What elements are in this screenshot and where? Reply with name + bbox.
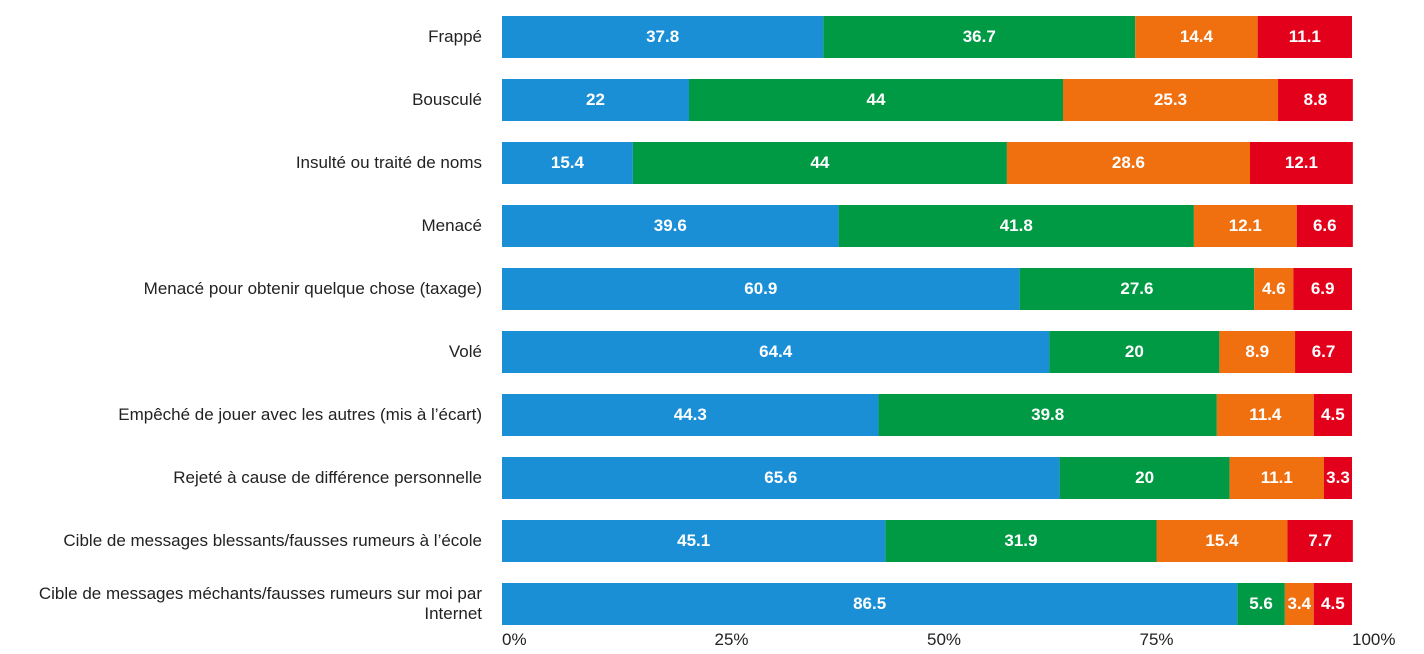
value-label: 44 xyxy=(866,90,886,109)
x-tick-label: 25% xyxy=(714,630,749,649)
bar-segment xyxy=(1049,331,1220,373)
value-label: 12.1 xyxy=(1228,216,1262,235)
value-label: 65.6 xyxy=(764,468,798,487)
category-label: Cible de messages méchants/fausses rumeu… xyxy=(38,584,482,623)
value-label: 8.9 xyxy=(1245,342,1270,361)
bar-segment xyxy=(502,16,824,58)
value-label: 28.6 xyxy=(1111,153,1145,172)
value-label: 8.8 xyxy=(1303,90,1328,109)
value-label: 6.6 xyxy=(1312,216,1337,235)
bar-segment xyxy=(1193,205,1297,247)
value-label: 64.4 xyxy=(759,342,793,361)
value-label: 12.1 xyxy=(1284,153,1318,172)
bar-segment xyxy=(1019,268,1255,310)
value-label: 44 xyxy=(810,153,830,172)
value-label: 31.9 xyxy=(1004,531,1038,550)
x-tick-label: 0% xyxy=(502,630,527,649)
value-label: 5.6 xyxy=(1249,594,1273,613)
value-label: 25.3 xyxy=(1153,90,1188,109)
value-label: 3.3 xyxy=(1326,468,1350,487)
bar-segment xyxy=(689,79,1063,121)
bar-segment xyxy=(632,142,1007,184)
bar-segment xyxy=(878,394,1217,436)
bar-segment xyxy=(502,79,689,121)
bar-segment xyxy=(502,205,839,247)
value-label: 20 xyxy=(1135,468,1155,487)
bar-segment xyxy=(1059,457,1230,499)
category-label: Volé xyxy=(448,342,482,361)
value-label: 4.5 xyxy=(1321,594,1345,613)
bar-segment xyxy=(1295,331,1352,373)
value-label: 20 xyxy=(1124,342,1144,361)
bar-segment xyxy=(823,16,1136,58)
bar-segment xyxy=(1063,79,1279,121)
bar-segment xyxy=(1219,331,1296,373)
bar-segment xyxy=(1156,520,1288,562)
bar-segment xyxy=(1229,457,1324,499)
category-label: Menacé xyxy=(421,216,482,235)
category-label: Menacé pour obtenir quelque chose (taxag… xyxy=(143,279,482,298)
bar-segment xyxy=(502,142,633,184)
bar-segment xyxy=(1216,394,1314,436)
value-label: 7.7 xyxy=(1308,531,1332,550)
value-label: 4.6 xyxy=(1261,279,1286,298)
category-label: Cible de messages blessants/fausses rume… xyxy=(63,531,482,550)
value-label: 3.4 xyxy=(1287,594,1312,613)
value-label: 11.1 xyxy=(1260,468,1293,487)
bar-segment xyxy=(502,520,886,562)
bar-segment xyxy=(502,331,1050,373)
bar-segment xyxy=(838,205,1194,247)
x-tick-label: 100% xyxy=(1352,630,1396,649)
value-label: 22 xyxy=(586,90,605,109)
value-label: 86.5 xyxy=(853,594,887,613)
value-label: 39.8 xyxy=(1031,405,1065,424)
bar-segment xyxy=(1278,79,1353,121)
bar-segment xyxy=(1313,583,1352,625)
category-label: Frappé xyxy=(428,27,482,46)
bar-segment xyxy=(1296,205,1353,247)
bar-segment xyxy=(1257,16,1352,58)
value-label: 45.1 xyxy=(677,531,711,550)
category-label: Empêché de jouer avec les autres (mis à … xyxy=(118,405,482,424)
bar-segment xyxy=(1135,16,1258,58)
bar-segment xyxy=(1313,394,1352,436)
value-label: 11.1 xyxy=(1288,27,1321,46)
x-tick-label: 75% xyxy=(1139,630,1174,649)
value-label: 27.6 xyxy=(1120,279,1154,298)
bar-segment xyxy=(1323,457,1352,499)
bar-segment xyxy=(502,583,1238,625)
bar-segment xyxy=(502,457,1060,499)
bar-segment xyxy=(885,520,1157,562)
bar-segment xyxy=(1287,520,1353,562)
bar-segment xyxy=(1254,268,1294,310)
value-label: 36.7 xyxy=(962,27,996,46)
value-label: 44.3 xyxy=(673,405,707,424)
category-label: Bousculé xyxy=(412,90,482,109)
category-label: Insulté ou traité de noms xyxy=(295,153,482,172)
category-label: Rejeté à cause de différence personnelle xyxy=(173,468,482,487)
bar-segment xyxy=(1250,142,1353,184)
x-tick-label: 50% xyxy=(927,630,962,649)
value-label: 6.9 xyxy=(1310,279,1335,298)
bar-segment xyxy=(502,394,879,436)
bar-segment xyxy=(1006,142,1250,184)
value-label: 15.4 xyxy=(1205,531,1239,550)
value-label: 6.7 xyxy=(1311,342,1336,361)
bar-segment xyxy=(1293,268,1352,310)
value-label: 14.4 xyxy=(1179,27,1213,46)
value-label: 39.6 xyxy=(653,216,687,235)
value-label: 60.9 xyxy=(744,279,778,298)
value-label: 4.5 xyxy=(1321,405,1345,424)
bar-segment xyxy=(502,268,1020,310)
bar-segment xyxy=(1237,583,1285,625)
value-label: 37.8 xyxy=(646,27,680,46)
bar-segment xyxy=(1284,583,1314,625)
value-label: 41.8 xyxy=(999,216,1033,235)
value-label: 15.4 xyxy=(550,153,584,172)
value-label: 11.4 xyxy=(1249,405,1282,424)
